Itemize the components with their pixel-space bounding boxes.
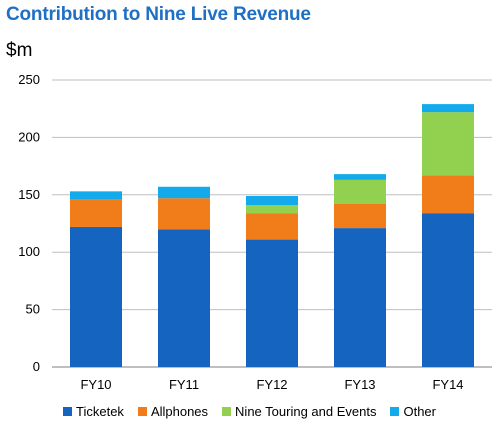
bar-segment-ticketek	[246, 239, 298, 367]
y-tick-label: 0	[33, 359, 40, 374]
legend: Ticketek Allphones Nine Touring and Events…	[0, 404, 499, 419]
bar-segment-nine-touring-and-events	[334, 179, 386, 204]
chart-title: Contribution to Nine Live Revenue	[6, 4, 311, 25]
x-tick-label: FY13	[344, 377, 375, 392]
legend-label: Ticketek	[76, 404, 124, 419]
legend-item: Other	[390, 404, 436, 419]
bar-segment-allphones	[246, 213, 298, 240]
y-axis-unit-label: $m	[6, 40, 33, 61]
bar-segment-other	[70, 191, 122, 200]
legend-label: Nine Touring and Events	[235, 404, 377, 419]
x-tick-label: FY14	[432, 377, 463, 392]
bar-segment-allphones	[158, 198, 210, 230]
x-tick-label: FY10	[80, 377, 111, 392]
bar-segment-ticketek	[70, 226, 122, 367]
legend-swatch	[222, 407, 232, 416]
bar-segment-ticketek	[334, 228, 386, 367]
bar-segment-ticketek	[158, 229, 210, 367]
y-tick-label: 200	[18, 129, 40, 144]
bar-segment-other	[422, 104, 474, 113]
y-tick-label: 50	[26, 302, 40, 317]
legend-item: Ticketek	[63, 404, 124, 419]
legend-item: Allphones	[137, 404, 209, 419]
x-axis: FY10 FY11 FY12 FY13 FY14	[80, 377, 463, 392]
stacked-bar-chart: 0 50 100 150 200 250 FY10 FY11 FY12 FY13 FY14	[18, 72, 492, 392]
y-tick-label: 250	[18, 72, 40, 87]
y-tick-label: 150	[18, 187, 40, 202]
bar-segment-nine-touring-and-events	[422, 112, 474, 176]
legend-swatch	[63, 407, 73, 416]
bar-segment-allphones	[70, 199, 122, 227]
bar-segment-ticketek	[422, 213, 474, 367]
y-tick-label: 100	[18, 244, 40, 259]
legend-swatch	[137, 407, 147, 416]
x-tick-label: FY12	[256, 377, 287, 392]
bar-segment-other	[246, 195, 298, 206]
legend-label: Other	[403, 404, 436, 419]
bar-segment-other	[158, 186, 210, 199]
legend-item: Nine Touring and Events	[222, 404, 376, 419]
legend-swatch	[390, 407, 400, 416]
bar-segment-allphones	[334, 203, 386, 229]
bars	[70, 104, 474, 367]
y-axis: 0 50 100 150 200 250	[18, 72, 40, 374]
bar-segment-other	[334, 174, 386, 180]
bar-segment-nine-touring-and-events	[246, 205, 298, 214]
legend-label: Allphones	[150, 404, 209, 419]
x-tick-label: FY11	[169, 377, 199, 392]
bar-segment-allphones	[422, 175, 474, 214]
